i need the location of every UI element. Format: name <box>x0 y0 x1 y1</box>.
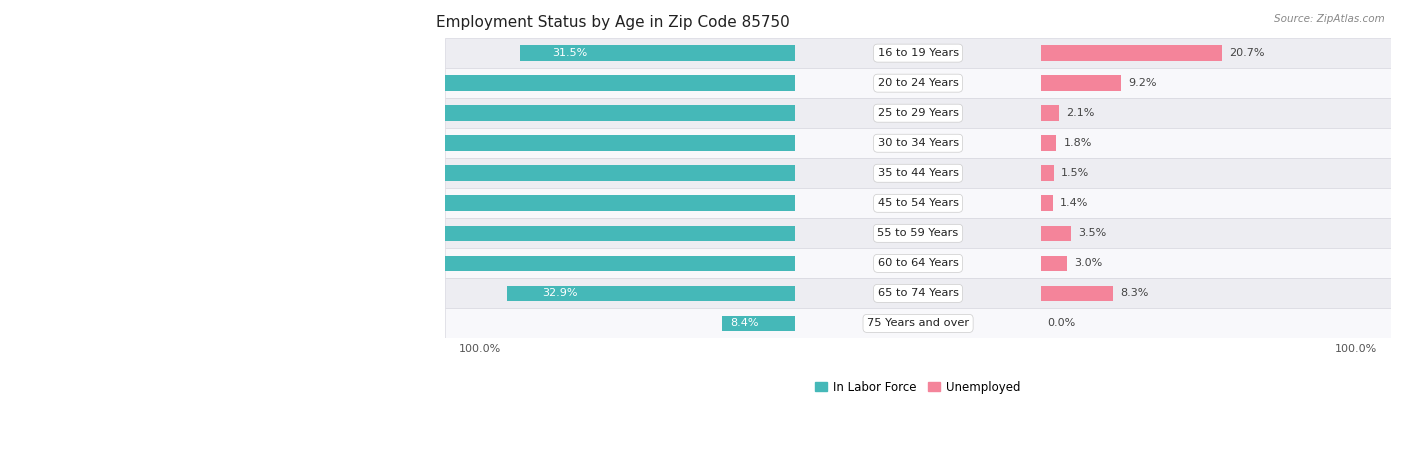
Bar <box>1040 166 1054 181</box>
Bar <box>1040 226 1071 241</box>
Bar <box>446 158 1391 188</box>
Text: 1.4%: 1.4% <box>1060 198 1088 208</box>
Text: 0.0%: 0.0% <box>1047 318 1076 328</box>
Text: 74.6%: 74.6% <box>221 138 256 148</box>
Bar <box>1040 256 1067 271</box>
Bar <box>141 226 796 241</box>
Bar <box>446 308 1391 338</box>
Text: 55 to 59 Years: 55 to 59 Years <box>877 228 959 238</box>
Text: 87.6%: 87.6% <box>121 168 156 178</box>
Bar <box>333 256 796 271</box>
Bar <box>1040 45 1222 61</box>
Text: 3.0%: 3.0% <box>1074 258 1102 268</box>
Text: Source: ZipAtlas.com: Source: ZipAtlas.com <box>1274 14 1385 23</box>
Bar <box>520 45 796 61</box>
Text: 30 to 34 Years: 30 to 34 Years <box>877 138 959 148</box>
Text: 8.3%: 8.3% <box>1121 288 1149 299</box>
Bar <box>0 106 796 121</box>
Text: 93.9%: 93.9% <box>72 108 107 118</box>
Text: 1.8%: 1.8% <box>1063 138 1092 148</box>
Text: 81.8%: 81.8% <box>165 198 201 208</box>
Bar <box>446 68 1391 98</box>
Text: 31.5%: 31.5% <box>553 48 588 58</box>
Text: 75 Years and over: 75 Years and over <box>868 318 969 328</box>
Text: 25 to 29 Years: 25 to 29 Years <box>877 108 959 118</box>
Text: 20 to 24 Years: 20 to 24 Years <box>877 78 959 88</box>
Text: 60 to 64 Years: 60 to 64 Years <box>877 258 959 268</box>
Bar <box>79 195 796 211</box>
Text: 74.8%: 74.8% <box>219 228 254 238</box>
Bar <box>446 218 1391 249</box>
Text: 1.5%: 1.5% <box>1060 168 1090 178</box>
Bar <box>508 285 796 301</box>
Bar <box>1040 106 1059 121</box>
Bar <box>446 128 1391 158</box>
Bar <box>28 166 796 181</box>
Text: 45 to 54 Years: 45 to 54 Years <box>877 198 959 208</box>
Text: 52.8%: 52.8% <box>388 258 425 268</box>
Text: 2.1%: 2.1% <box>1066 108 1094 118</box>
Bar <box>1040 285 1114 301</box>
Text: 3.5%: 3.5% <box>1078 228 1107 238</box>
Text: 72.6%: 72.6% <box>236 78 271 88</box>
Bar <box>446 98 1391 128</box>
Text: 8.4%: 8.4% <box>731 318 759 328</box>
Text: 9.2%: 9.2% <box>1128 78 1157 88</box>
Bar <box>1040 135 1056 151</box>
Text: 16 to 19 Years: 16 to 19 Years <box>877 48 959 58</box>
Bar <box>446 38 1391 68</box>
Text: Employment Status by Age in Zip Code 85750: Employment Status by Age in Zip Code 857… <box>436 15 789 30</box>
Legend: In Labor Force, Unemployed: In Labor Force, Unemployed <box>811 376 1025 399</box>
Text: 20.7%: 20.7% <box>1229 48 1264 58</box>
Bar <box>446 278 1391 308</box>
Bar <box>721 316 796 331</box>
Bar <box>446 249 1391 278</box>
Bar <box>1040 75 1121 91</box>
Bar <box>446 188 1391 218</box>
Text: 32.9%: 32.9% <box>541 288 578 299</box>
Bar <box>1040 195 1053 211</box>
Text: 35 to 44 Years: 35 to 44 Years <box>877 168 959 178</box>
Bar <box>160 75 796 91</box>
Text: 65 to 74 Years: 65 to 74 Years <box>877 288 959 299</box>
Bar <box>142 135 796 151</box>
